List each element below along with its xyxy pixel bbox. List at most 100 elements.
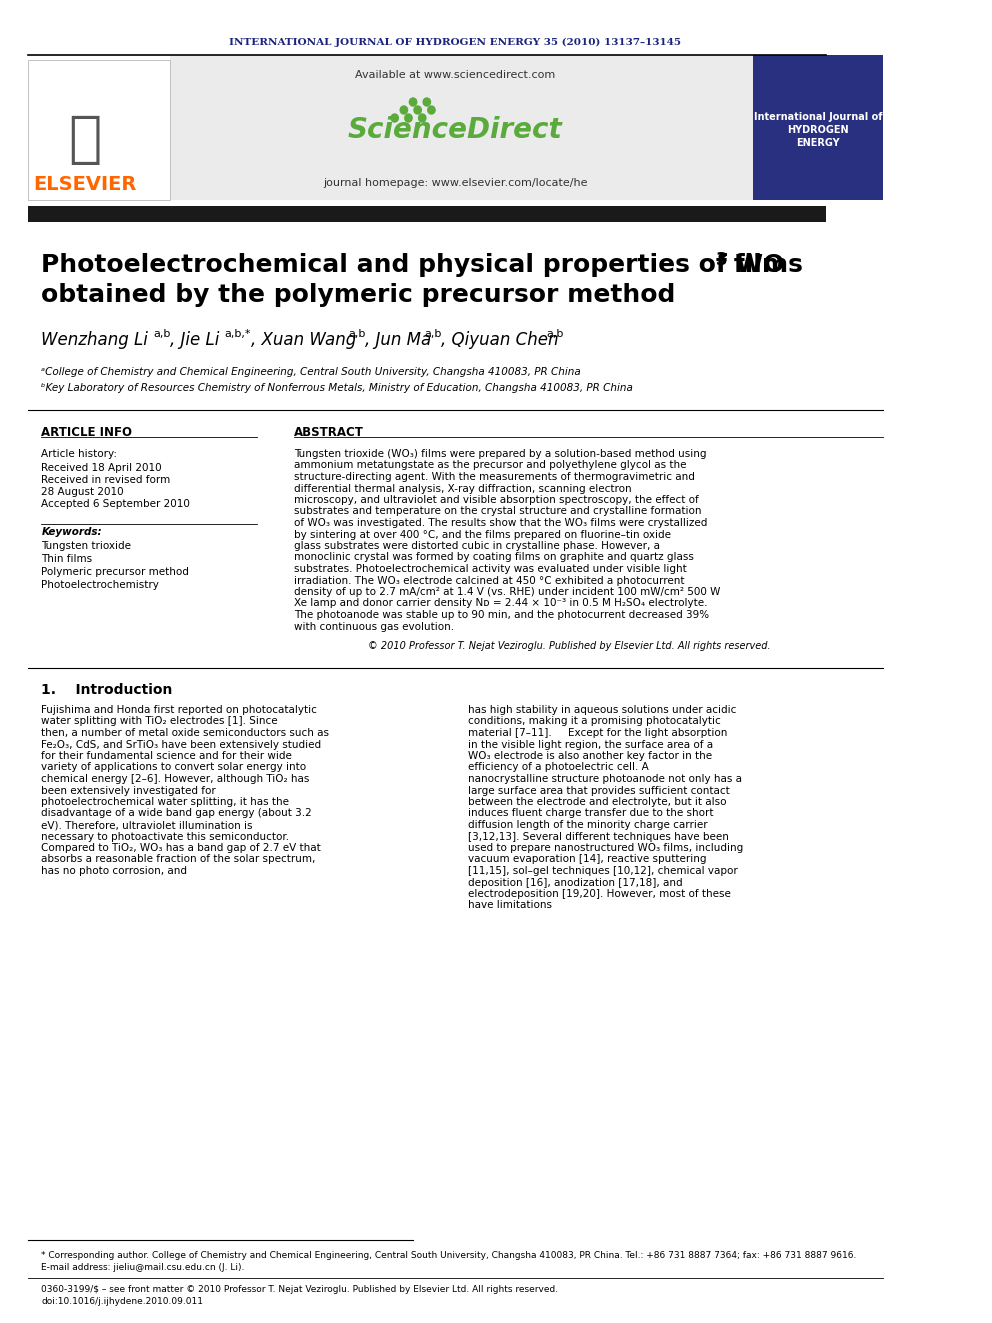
Text: deposition [16], anodization [17,18], and: deposition [16], anodization [17,18], an… — [468, 877, 682, 888]
Text: Thin films: Thin films — [42, 554, 92, 564]
Text: disadvantage of a wide band gap energy (about 3.2: disadvantage of a wide band gap energy (… — [42, 808, 312, 819]
Text: substrates. Photoelectrochemical activity was evaluated under visible light: substrates. Photoelectrochemical activit… — [294, 564, 686, 574]
Text: been extensively investigated for: been extensively investigated for — [42, 786, 216, 795]
Text: The photoanode was stable up to 90 min, and the photocurrent decreased 39%: The photoanode was stable up to 90 min, … — [294, 610, 709, 620]
Text: Compared to TiO₂, WO₃ has a band gap of 2.7 eV that: Compared to TiO₂, WO₃ has a band gap of … — [42, 843, 321, 853]
Text: water splitting with TiO₂ electrodes [1]. Since: water splitting with TiO₂ electrodes [1]… — [42, 717, 278, 726]
Text: diffusion length of the minority charge carrier: diffusion length of the minority charge … — [468, 820, 707, 830]
Text: , Jie Li: , Jie Li — [170, 331, 219, 349]
Text: Photoelectrochemistry: Photoelectrochemistry — [42, 579, 159, 590]
Text: WO₃ electrode is also another key factor in the: WO₃ electrode is also another key factor… — [468, 751, 712, 761]
Text: induces fluent charge transfer due to the short: induces fluent charge transfer due to th… — [468, 808, 713, 819]
Text: electrodeposition [19,20]. However, most of these: electrodeposition [19,20]. However, most… — [468, 889, 731, 900]
Text: Tungsten trioxide: Tungsten trioxide — [42, 541, 131, 550]
Text: by sintering at over 400 °C, and the films prepared on fluorine–tin oxide: by sintering at over 400 °C, and the fil… — [294, 529, 671, 540]
Text: a,b: a,b — [547, 329, 563, 339]
Text: doi:10.1016/j.ijhydene.2010.09.011: doi:10.1016/j.ijhydene.2010.09.011 — [42, 1298, 203, 1307]
Bar — [28, 60, 170, 200]
Text: 1.    Introduction: 1. Introduction — [42, 683, 173, 697]
Text: Fe₂O₃, CdS, and SrTiO₃ have been extensively studied: Fe₂O₃, CdS, and SrTiO₃ have been extensi… — [42, 740, 321, 750]
Text: of WO₃ was investigated. The results show that the WO₃ films were crystallized: of WO₃ was investigated. The results sho… — [294, 519, 707, 528]
Text: Photoelectrochemical and physical properties of WO: Photoelectrochemical and physical proper… — [42, 253, 785, 277]
Text: Received 18 April 2010: Received 18 April 2010 — [42, 463, 162, 474]
Text: 🌿: 🌿 — [67, 112, 101, 167]
Text: ScienceDirect: ScienceDirect — [348, 116, 562, 144]
Text: for their fundamental science and for their wide: for their fundamental science and for th… — [42, 751, 293, 761]
Text: * Corresponding author. College of Chemistry and Chemical Engineering, Central S: * Corresponding author. College of Chemi… — [42, 1252, 857, 1261]
Bar — [28, 206, 826, 222]
Text: Available at www.sciencedirect.com: Available at www.sciencedirect.com — [355, 70, 556, 79]
Text: © 2010 Professor T. Nejat Veziroglu. Published by Elsevier Ltd. All rights reser: © 2010 Professor T. Nejat Veziroglu. Pub… — [368, 642, 771, 651]
Text: necessary to photoactivate this semiconductor.: necessary to photoactivate this semicond… — [42, 831, 290, 841]
Text: monoclinic crystal was formed by coating films on graphite and quartz glass: monoclinic crystal was formed by coating… — [294, 553, 693, 562]
Circle shape — [405, 114, 412, 122]
Text: variety of applications to convert solar energy into: variety of applications to convert solar… — [42, 762, 307, 773]
Text: [3,12,13]. Several different techniques have been: [3,12,13]. Several different techniques … — [468, 831, 729, 841]
Text: in the visible light region, the surface area of a: in the visible light region, the surface… — [468, 740, 713, 750]
Text: conditions, making it a promising photocatalytic: conditions, making it a promising photoc… — [468, 717, 721, 726]
Circle shape — [419, 114, 426, 122]
Text: nanocrystalline structure photoanode not only has a: nanocrystalline structure photoanode not… — [468, 774, 742, 785]
Text: Keywords:: Keywords: — [42, 527, 102, 537]
Text: 0360-3199/$ – see front matter © 2010 Professor T. Nejat Veziroglu. Published by: 0360-3199/$ – see front matter © 2010 Pr… — [42, 1286, 558, 1294]
Text: structure-directing agent. With the measurements of thermogravimetric and: structure-directing agent. With the meas… — [294, 472, 694, 482]
Text: Fujishima and Honda first reported on photocatalytic: Fujishima and Honda first reported on ph… — [42, 705, 317, 714]
Circle shape — [428, 106, 435, 114]
Text: [11,15], sol–gel techniques [10,12], chemical vapor: [11,15], sol–gel techniques [10,12], che… — [468, 867, 738, 876]
Text: a,b,*: a,b,* — [224, 329, 250, 339]
Text: vacuum evaporation [14], reactive sputtering: vacuum evaporation [14], reactive sputte… — [468, 855, 706, 864]
Text: Wenzhang Li: Wenzhang Li — [42, 331, 148, 349]
Text: microscopy, and ultraviolet and visible absorption spectroscopy, the effect of: microscopy, and ultraviolet and visible … — [294, 495, 698, 505]
Circle shape — [391, 114, 399, 122]
Text: substrates and temperature on the crystal structure and crystalline formation: substrates and temperature on the crysta… — [294, 507, 701, 516]
Text: E-mail address: jieliu@mail.csu.edu.cn (J. Li).: E-mail address: jieliu@mail.csu.edu.cn (… — [42, 1263, 245, 1273]
Text: ᵇKey Laboratory of Resources Chemistry of Nonferrous Metals, Ministry of Educati: ᵇKey Laboratory of Resources Chemistry o… — [42, 382, 633, 393]
Text: ammonium metatungstate as the precursor and polyethylene glycol as the: ammonium metatungstate as the precursor … — [294, 460, 686, 471]
Text: with continuous gas evolution.: with continuous gas evolution. — [294, 622, 454, 631]
Circle shape — [414, 106, 422, 114]
Text: absorbs a reasonable fraction of the solar spectrum,: absorbs a reasonable fraction of the sol… — [42, 855, 315, 864]
Text: differential thermal analysis, X-ray diffraction, scanning electron: differential thermal analysis, X-ray dif… — [294, 483, 631, 493]
Text: , Qiyuan Chen: , Qiyuan Chen — [440, 331, 558, 349]
Text: a,b: a,b — [154, 329, 171, 339]
Text: Tungsten trioxide (WO₃) films were prepared by a solution-based method using: Tungsten trioxide (WO₃) films were prepa… — [294, 448, 706, 459]
Text: obtained by the polymeric precursor method: obtained by the polymeric precursor meth… — [42, 283, 676, 307]
Text: 3: 3 — [716, 251, 727, 269]
Text: eV). Therefore, ultraviolet illumination is: eV). Therefore, ultraviolet illumination… — [42, 820, 253, 830]
Text: efficiency of a photoelectric cell. A: efficiency of a photoelectric cell. A — [468, 762, 649, 773]
Text: films: films — [725, 253, 803, 277]
Text: between the electrode and electrolyte, but it also: between the electrode and electrolyte, b… — [468, 796, 726, 807]
Text: , Xuan Wang: , Xuan Wang — [251, 331, 356, 349]
Text: then, a number of metal oxide semiconductors such as: then, a number of metal oxide semiconduc… — [42, 728, 329, 738]
Bar — [753, 56, 883, 200]
Text: ᵃCollege of Chemistry and Chemical Engineering, Central South University, Changs: ᵃCollege of Chemistry and Chemical Engin… — [42, 366, 581, 377]
Text: has high stability in aqueous solutions under acidic: has high stability in aqueous solutions … — [468, 705, 736, 714]
Text: journal homepage: www.elsevier.com/locate/he: journal homepage: www.elsevier.com/locat… — [323, 179, 587, 188]
Text: chemical energy [2–6]. However, although TiO₂ has: chemical energy [2–6]. However, although… — [42, 774, 310, 785]
Text: Polymeric precursor method: Polymeric precursor method — [42, 568, 189, 577]
Text: glass substrates were distorted cubic in crystalline phase. However, a: glass substrates were distorted cubic in… — [294, 541, 660, 550]
Text: density of up to 2.7 mA/cm² at 1.4 V (vs. RHE) under incident 100 mW/cm² 500 W: density of up to 2.7 mA/cm² at 1.4 V (vs… — [294, 587, 720, 597]
Text: Received in revised form: Received in revised form — [42, 475, 171, 486]
Text: Xe lamp and donor carrier density Nᴅ = 2.44 × 10⁻³ in 0.5 M H₂SO₄ electrolyte.: Xe lamp and donor carrier density Nᴅ = 2… — [294, 598, 707, 609]
Text: used to prepare nanostructured WO₃ films, including: used to prepare nanostructured WO₃ films… — [468, 843, 743, 853]
Circle shape — [400, 106, 408, 114]
Text: Article history:: Article history: — [42, 448, 117, 459]
Text: photoelectrochemical water splitting, it has the: photoelectrochemical water splitting, it… — [42, 796, 290, 807]
Text: have limitations: have limitations — [468, 901, 553, 910]
Text: large surface area that provides sufficient contact: large surface area that provides suffici… — [468, 786, 730, 795]
Text: a,b: a,b — [424, 329, 441, 339]
Text: ARTICLE INFO: ARTICLE INFO — [42, 426, 132, 438]
Circle shape — [424, 98, 431, 106]
Text: material [7–11].     Except for the light absorption: material [7–11]. Except for the light ab… — [468, 728, 727, 738]
Text: International Journal of
HYDROGEN
ENERGY: International Journal of HYDROGEN ENERGY — [754, 112, 882, 148]
Text: a,b: a,b — [349, 329, 366, 339]
Text: ELSEVIER: ELSEVIER — [33, 176, 136, 194]
Text: irradiation. The WO₃ electrode calcined at 450 °C exhibited a photocurrent: irradiation. The WO₃ electrode calcined … — [294, 576, 684, 586]
Circle shape — [410, 98, 417, 106]
Text: ABSTRACT: ABSTRACT — [294, 426, 364, 438]
Bar — [170, 56, 753, 200]
Text: has no photo corrosion, and: has no photo corrosion, and — [42, 867, 187, 876]
Text: 28 August 2010: 28 August 2010 — [42, 487, 124, 497]
Text: Accepted 6 September 2010: Accepted 6 September 2010 — [42, 499, 190, 509]
